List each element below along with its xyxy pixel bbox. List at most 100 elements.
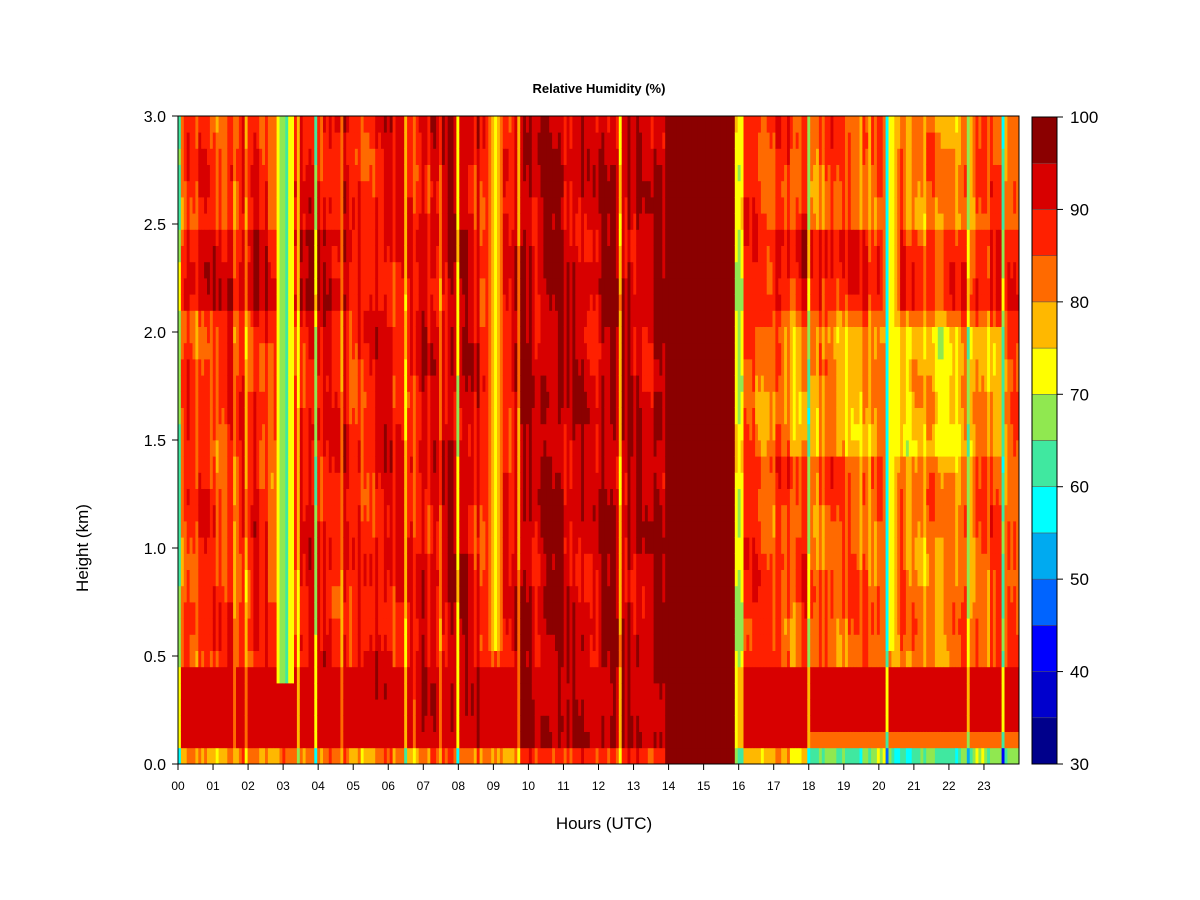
heatmap-cell (308, 504, 312, 522)
heatmap-cell (410, 342, 414, 360)
heatmap-cell (412, 391, 417, 408)
heatmap-cell (189, 747, 193, 765)
heatmap-cell (456, 456, 460, 473)
heatmap-cell (497, 359, 501, 376)
heatmap-cell (299, 164, 304, 182)
heatmap-cell (441, 132, 446, 149)
heatmap-cell (476, 440, 480, 457)
heatmap-cell (514, 521, 518, 538)
heatmap-cell (485, 585, 489, 603)
heatmap-cell (468, 683, 472, 700)
heatmap-cell (392, 488, 396, 506)
heatmap-cell (253, 375, 257, 392)
heatmap-cell (523, 569, 527, 587)
heatmap-cell (499, 359, 504, 376)
heatmap-cell (383, 683, 388, 700)
heatmap-cell (482, 132, 486, 149)
heatmap-cell (354, 488, 359, 506)
heatmap-cell (311, 488, 315, 506)
heatmap-cell (238, 618, 243, 635)
heatmap-cell (476, 488, 480, 506)
heatmap-cell (311, 116, 315, 133)
heatmap-cell (479, 747, 483, 765)
heatmap-cell (334, 116, 338, 133)
heatmap-cell (256, 731, 260, 749)
heatmap-cell (273, 666, 277, 684)
heatmap-cell (375, 521, 379, 538)
heatmap-cell (476, 148, 480, 165)
heatmap-cell (198, 245, 202, 263)
heatmap-cell (407, 504, 411, 522)
heatmap-cell (331, 229, 335, 246)
heatmap-cell (265, 602, 269, 619)
heatmap-cell (456, 537, 460, 554)
heatmap-cell (523, 391, 527, 408)
heatmap-cell (241, 456, 246, 473)
heatmap-cell (299, 569, 304, 587)
heatmap-cell (363, 197, 367, 214)
heatmap-cell (476, 715, 480, 732)
heatmap-cell (256, 278, 260, 295)
heatmap-cell (404, 375, 408, 392)
heatmap-cell (392, 456, 396, 473)
heatmap-cell (352, 521, 356, 538)
heatmap-cell (352, 472, 356, 489)
heatmap-cell (308, 407, 312, 425)
heatmap-cell (259, 294, 263, 311)
heatmap-cell (436, 391, 440, 408)
heatmap-cell (180, 197, 185, 214)
heatmap-cell (401, 132, 405, 149)
heatmap-cell (183, 618, 188, 635)
heatmap-cell (360, 423, 364, 441)
heatmap-cell (273, 407, 277, 425)
heatmap-cell (311, 278, 315, 295)
heatmap-cell (256, 132, 260, 149)
heatmap-cell (241, 423, 246, 441)
heatmap-cell (450, 602, 454, 619)
heatmap-cell (488, 132, 492, 149)
heatmap-cell (476, 747, 480, 765)
heatmap-cell (456, 310, 460, 327)
heatmap-cell (424, 407, 428, 425)
heatmap-cell (247, 164, 251, 182)
heatmap-cell (383, 359, 388, 376)
heatmap-cell (334, 472, 338, 489)
heatmap-cell (395, 423, 399, 441)
heatmap-cell (456, 440, 460, 457)
heatmap-cell (375, 715, 379, 732)
heatmap-cell (334, 294, 338, 311)
heatmap-cell (488, 731, 492, 749)
heatmap-cell (236, 715, 240, 732)
heatmap-cell (378, 585, 382, 603)
heatmap-cell (363, 715, 367, 732)
heatmap-cell (186, 602, 190, 619)
heatmap-cell (450, 456, 454, 473)
heatmap-cell (357, 359, 362, 376)
heatmap-cell (302, 213, 306, 230)
heatmap-cell (444, 407, 449, 425)
heatmap-cell (265, 666, 269, 684)
heatmap-cell (537, 407, 541, 425)
heatmap-cell (288, 440, 292, 457)
heatmap-cell (375, 472, 379, 489)
heatmap-cell (357, 423, 362, 441)
heatmap-cell (270, 229, 275, 246)
heatmap-cell (207, 359, 211, 376)
heatmap-cell (343, 132, 347, 149)
heatmap-cell (415, 715, 420, 732)
heatmap-cell (195, 326, 199, 344)
heatmap-cell (302, 326, 306, 344)
heatmap-cell (456, 585, 460, 603)
heatmap-cell (372, 553, 376, 570)
heatmap-cell (476, 197, 480, 214)
heatmap-cell (302, 569, 306, 587)
heatmap-cell (476, 164, 480, 182)
heatmap-cell (207, 116, 211, 133)
heatmap-cell (317, 278, 321, 295)
heatmap-cell (192, 618, 196, 635)
heatmap-cell (531, 229, 536, 246)
heatmap-cell (296, 116, 301, 133)
heatmap-cell (447, 569, 451, 587)
heatmap-cell (325, 278, 330, 295)
heatmap-cell (398, 229, 402, 246)
